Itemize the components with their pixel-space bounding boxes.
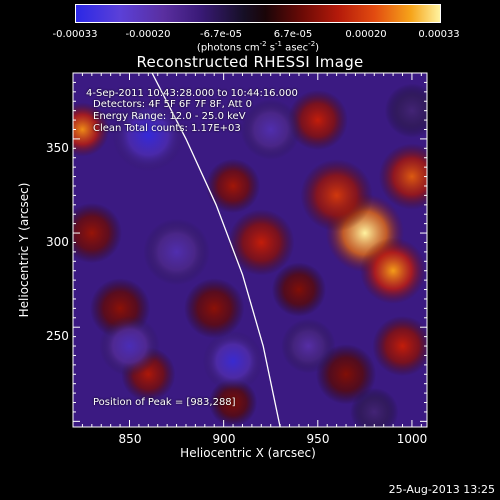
colorbar-units: (photons cm-2 s-1 asec-2): [196, 40, 320, 54]
heatmap-blob: [300, 159, 373, 232]
heatmap-blob: [359, 237, 427, 304]
heatmap-blob: [112, 98, 185, 172]
heatmap-blob: [208, 378, 258, 427]
annotation-time-range: 4-Sep-2011 10:43:28.000 to 10:44:16.000: [86, 88, 298, 99]
y-tick-label: 300: [46, 235, 69, 249]
annotation-peak: Position of Peak = [983,288]: [93, 397, 236, 408]
heatmap-blob: [240, 99, 301, 160]
colorbar-tick: 0.00020: [345, 29, 387, 40]
colorbar-tick: -0.00020: [125, 29, 171, 40]
heatmap-blob: [73, 102, 110, 157]
x-tick-label: 900: [212, 432, 236, 446]
plot-frame: [72, 72, 428, 428]
colorbar-tick: 0.00033: [418, 29, 460, 40]
annotation-clean: Clean Total counts: 1.17E+03: [93, 123, 241, 134]
heatmap-blob: [372, 315, 427, 377]
x-tick-label: 950: [306, 432, 330, 446]
x-tick-label: 1000: [396, 432, 428, 446]
y-axis-label: Heliocentric Y (arcsec): [17, 182, 31, 318]
colorbar-tick: 6.7e-05: [273, 29, 313, 40]
heatmap-blob: [271, 262, 327, 317]
heatmap-blob: [143, 218, 210, 286]
heatmap-blob: [184, 278, 245, 339]
solar-limb-line: [151, 73, 281, 427]
heatmap-blob: [287, 89, 348, 151]
annotation-energy: Energy Range: 12.0 - 25.0 keV: [93, 111, 246, 122]
y-tick-label: 350: [46, 141, 69, 155]
heatmap-blob: [281, 318, 336, 374]
heatmap-blob: [73, 202, 122, 264]
colorbar-tick: -6.7e-05: [200, 29, 242, 40]
heatmap-blob: [205, 158, 261, 214]
heatmap-blob: [202, 330, 264, 392]
heatmap-blob: [378, 143, 427, 210]
y-tick-label: 250: [46, 329, 69, 343]
colorbar-tick: -0.00033: [52, 29, 98, 40]
heatmap-blob: [350, 387, 399, 427]
colorbar: [75, 4, 441, 23]
heatmap-blob: [384, 83, 427, 138]
chart-title: Reconstructed RHESSI Image: [136, 53, 364, 71]
heatmap-blob: [228, 209, 295, 276]
annotation-detectors: Detectors: 4F 5F 6F 7F 8F, Att 0: [93, 99, 253, 110]
heatmap-blob: [99, 315, 160, 377]
x-tick-label: 850: [118, 432, 142, 446]
timestamp: 25-Aug-2013 13:25: [388, 483, 495, 496]
x-axis-label: Heliocentric X (arcsec): [180, 446, 316, 460]
